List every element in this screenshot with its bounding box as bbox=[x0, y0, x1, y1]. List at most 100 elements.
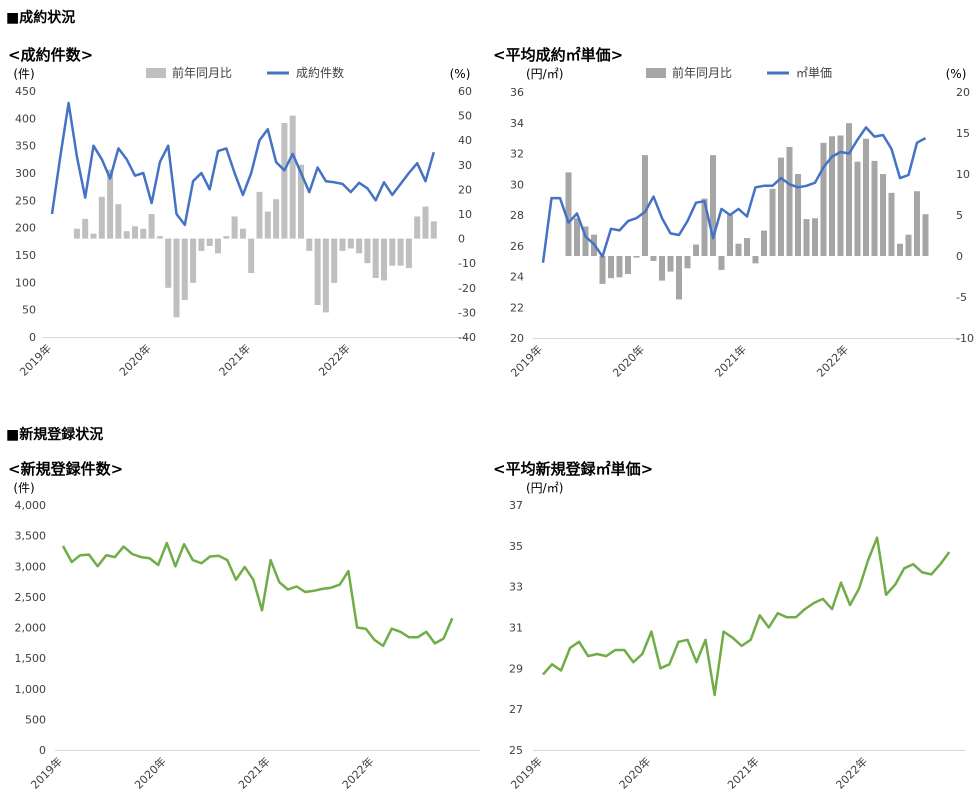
y2-tick-label: 50 bbox=[458, 110, 472, 123]
bar bbox=[115, 204, 122, 239]
y2-tick-label: -10 bbox=[458, 257, 476, 270]
bar bbox=[98, 196, 105, 239]
bar bbox=[795, 174, 801, 256]
bar bbox=[372, 238, 379, 278]
bar bbox=[73, 228, 80, 239]
x-tick-label: 2019年 bbox=[508, 754, 545, 791]
x-tick-label: 2022年 bbox=[833, 754, 870, 791]
bar bbox=[306, 238, 313, 251]
y-tick-label: 2,000 bbox=[15, 622, 47, 635]
y-tick-label: 250 bbox=[15, 194, 36, 207]
bar bbox=[215, 238, 221, 254]
y-tick-label: 30 bbox=[510, 178, 524, 191]
bar bbox=[574, 218, 580, 256]
y2-tick-label: -40 bbox=[458, 331, 476, 344]
bar bbox=[735, 243, 742, 256]
bar bbox=[389, 238, 396, 266]
y2-tick-label: 0 bbox=[956, 250, 963, 263]
bar bbox=[206, 238, 213, 246]
bar bbox=[863, 138, 869, 256]
bar bbox=[132, 226, 138, 239]
y2-tick-label: 40 bbox=[458, 134, 472, 147]
bar bbox=[710, 155, 716, 256]
bar bbox=[854, 161, 861, 256]
y2-tick-label: 60 bbox=[458, 85, 472, 98]
bar bbox=[256, 191, 263, 239]
chart-title-new-listing-unit-price: <平均新規登録㎡単価> bbox=[493, 460, 654, 478]
bar bbox=[625, 256, 631, 275]
bar bbox=[752, 256, 759, 264]
y-tick-label: 350 bbox=[15, 140, 36, 153]
bar bbox=[381, 238, 387, 281]
y-tick-label: 50 bbox=[22, 304, 36, 317]
y2-tick-label: 10 bbox=[458, 208, 472, 221]
y-tick-label: 3,500 bbox=[15, 530, 47, 543]
bar bbox=[298, 164, 304, 239]
y-axis-unit: (円/㎡) bbox=[526, 481, 563, 495]
chart-new-listing-count: 0 500 1,000 1,500 2,000 2,500 3,000 3,500 4,000 (… bbox=[13, 481, 480, 792]
bar bbox=[650, 256, 657, 261]
y-tick-label: 1,000 bbox=[15, 683, 47, 696]
y2-tick-label: 5 bbox=[956, 209, 963, 222]
bar bbox=[273, 199, 280, 239]
bar bbox=[281, 122, 288, 239]
y-tick-label: 20 bbox=[510, 332, 524, 345]
legend-swatch-bar bbox=[646, 68, 666, 78]
y-tick-label: 450 bbox=[15, 85, 36, 98]
y2-axis-unit: (%) bbox=[450, 67, 471, 81]
y2-tick-label: -5 bbox=[956, 291, 967, 304]
bar bbox=[599, 256, 606, 284]
y-tick-label: 22 bbox=[510, 301, 524, 314]
y2-tick-label: 0 bbox=[458, 233, 465, 246]
legend-label: 前年同月比 bbox=[672, 65, 732, 80]
section-title-contract: ■成約状況 bbox=[6, 10, 76, 26]
chart-contract-count: 0 50 100 150 200 250 300 350 400 450 -40 -30 -20 -10 0… bbox=[13, 65, 476, 379]
y-tick-label: 28 bbox=[510, 209, 524, 222]
bar bbox=[339, 238, 346, 251]
bar bbox=[914, 191, 920, 256]
y-tick-label: 31 bbox=[509, 622, 523, 635]
y-axis-unit: (件) bbox=[13, 67, 34, 81]
y-tick-label: 300 bbox=[15, 167, 36, 180]
bar bbox=[582, 226, 589, 256]
bar bbox=[897, 243, 903, 256]
y2-tick-label: 20 bbox=[956, 86, 970, 99]
y-tick-label: 33 bbox=[509, 581, 523, 594]
y-tick-label: 35 bbox=[509, 540, 523, 553]
section-title-new-listing: ■新規登録状況 bbox=[6, 427, 104, 443]
bar bbox=[871, 160, 878, 256]
legend-label: ㎡単価 bbox=[796, 66, 832, 80]
y-tick-label: 37 bbox=[509, 499, 523, 512]
bar bbox=[812, 218, 818, 256]
y-tick-label: 36 bbox=[510, 86, 524, 99]
chart-title-new-listing-count: <新規登録件数> bbox=[8, 460, 124, 478]
y2-tick-label: 10 bbox=[956, 168, 970, 181]
y2-tick-label: 30 bbox=[458, 159, 472, 172]
bar bbox=[173, 238, 180, 318]
legend-label: 成約件数 bbox=[296, 65, 344, 80]
y-tick-label: 29 bbox=[509, 662, 523, 675]
series-line bbox=[542, 536, 951, 697]
y-tick-label: 150 bbox=[15, 249, 36, 262]
bar bbox=[718, 256, 725, 270]
bar bbox=[693, 244, 699, 256]
y2-axis-unit: (%) bbox=[946, 67, 967, 81]
y-tick-label: 32 bbox=[510, 148, 524, 161]
y2-tick-label: -10 bbox=[956, 332, 974, 345]
series-line bbox=[541, 126, 927, 263]
bar bbox=[778, 157, 784, 256]
bar bbox=[405, 238, 412, 269]
bar bbox=[922, 214, 929, 256]
bar bbox=[659, 256, 665, 281]
bar bbox=[107, 169, 114, 239]
bar bbox=[123, 231, 130, 239]
bar bbox=[829, 136, 835, 256]
bar bbox=[744, 237, 750, 256]
series-line bbox=[61, 541, 454, 648]
bar bbox=[90, 233, 97, 239]
bar bbox=[888, 192, 895, 256]
bar bbox=[414, 216, 421, 239]
y2-tick-label: 20 bbox=[458, 183, 472, 196]
